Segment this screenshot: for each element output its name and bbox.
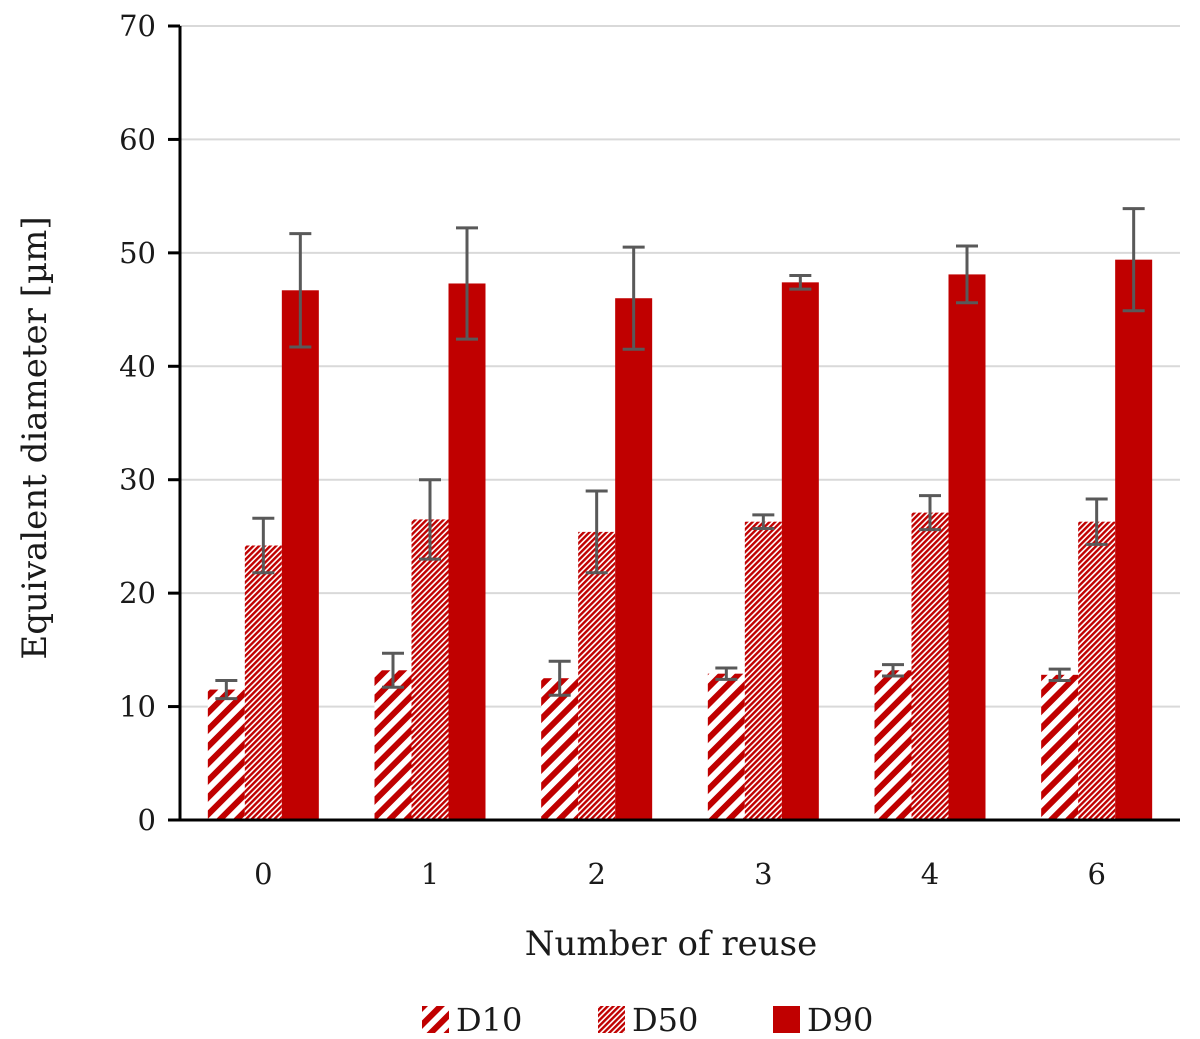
gridlines <box>180 25 1180 708</box>
y-tick-label: 40 <box>119 349 156 383</box>
y-tick-label: 50 <box>119 236 156 270</box>
bar-d90 <box>1115 259 1153 821</box>
bar-d10 <box>874 670 912 820</box>
x-tick-label: 0 <box>254 857 272 891</box>
bar-d90 <box>281 290 319 820</box>
y-tick-label: 60 <box>119 122 156 156</box>
x-tick-label: 6 <box>1087 857 1105 891</box>
legend-label-d10: D10 <box>456 1001 522 1039</box>
y-axis-title: Equivalent diameter [µm] <box>15 216 55 659</box>
y-tick-label: 20 <box>119 576 156 610</box>
x-tick-label: 4 <box>921 857 939 891</box>
bar-d90 <box>615 298 653 820</box>
bar-d10 <box>1041 674 1079 820</box>
bar-d50 <box>411 519 449 820</box>
bar-d10 <box>207 689 245 820</box>
bar-d50 <box>1078 521 1116 820</box>
legend-swatch-d90 <box>773 1006 800 1033</box>
legend: D10 D50 D90 <box>422 1001 873 1039</box>
x-axis-title: Number of reuse <box>525 924 818 964</box>
bar-d10 <box>541 678 579 820</box>
legend-swatch-d10 <box>422 1006 449 1033</box>
bar-d90 <box>448 283 486 820</box>
bar-d50 <box>244 545 282 820</box>
bar-d50 <box>578 531 616 820</box>
y-tick-label: 30 <box>119 463 156 497</box>
legend-label-d50: D50 <box>632 1001 698 1039</box>
y-tick-label: 0 <box>138 803 156 837</box>
axes: 0 10 20 30 40 50 60 70 0 1 2 3 4 6 <box>119 9 1180 891</box>
y-tick-label: 70 <box>119 9 156 43</box>
y-tick-label: 10 <box>119 690 156 724</box>
legend-swatch-d50 <box>598 1006 625 1033</box>
bar-d10 <box>374 670 412 820</box>
x-tick-label: 3 <box>754 857 772 891</box>
bar-d90 <box>948 274 986 820</box>
x-tick-label: 1 <box>421 857 439 891</box>
bars <box>207 259 1153 821</box>
bar-d10 <box>707 673 745 820</box>
bar-d50 <box>911 512 949 820</box>
error-bars <box>215 207 1145 701</box>
legend-label-d90: D90 <box>807 1001 873 1039</box>
x-tick-label: 2 <box>587 857 605 891</box>
bar-d50 <box>744 521 782 820</box>
bar-d90 <box>781 282 819 820</box>
